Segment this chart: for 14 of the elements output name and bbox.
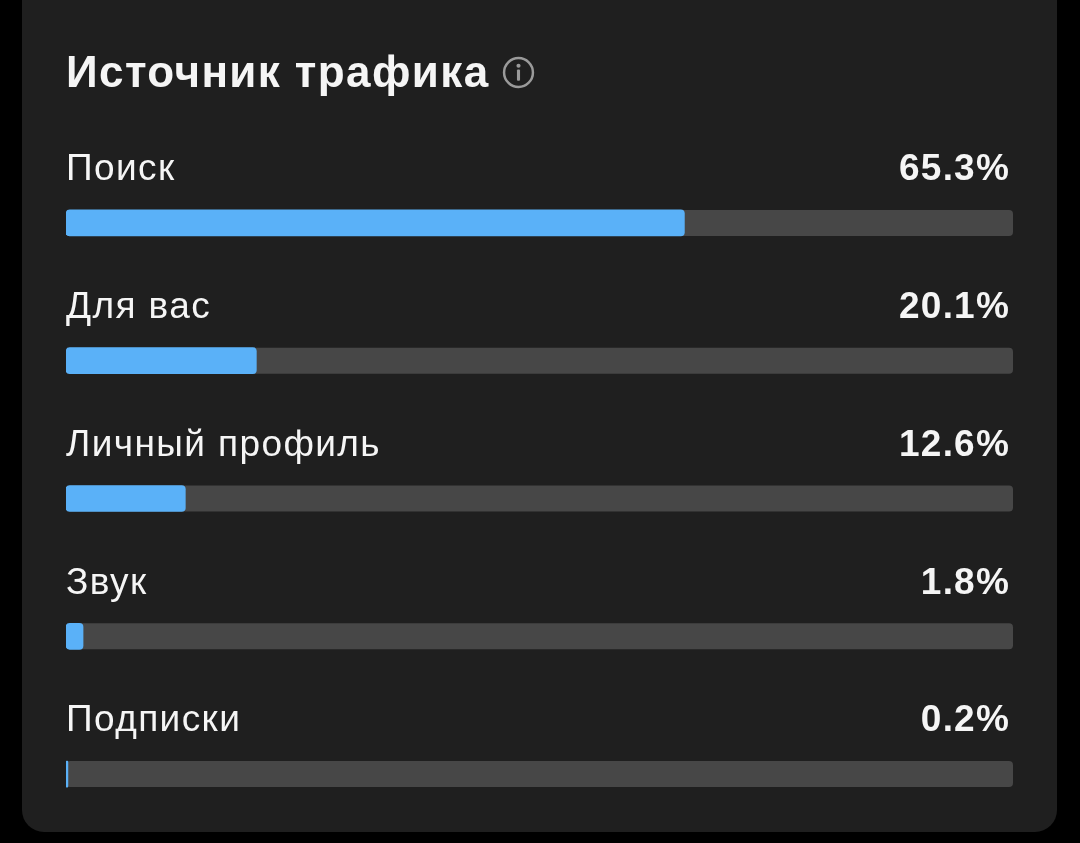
y-tick-label: Для вас <box>66 284 212 326</box>
y-tick-label: Звук <box>66 560 148 602</box>
data-label: 20.1% <box>899 284 1010 326</box>
bar <box>66 485 186 512</box>
data-label: 65.3% <box>899 147 1010 189</box>
y-tick-label: Подписки <box>66 698 242 740</box>
y-tick-label: Поиск <box>66 147 176 189</box>
y-tick-label: Личный профиль <box>66 422 381 464</box>
chart-title: Источник трафика <box>66 46 490 98</box>
data-label: 12.6% <box>899 422 1010 464</box>
data-label: 1.8% <box>920 560 1010 602</box>
data-label: 0.2% <box>920 698 1010 740</box>
bar <box>66 347 257 375</box>
bar <box>66 622 84 650</box>
